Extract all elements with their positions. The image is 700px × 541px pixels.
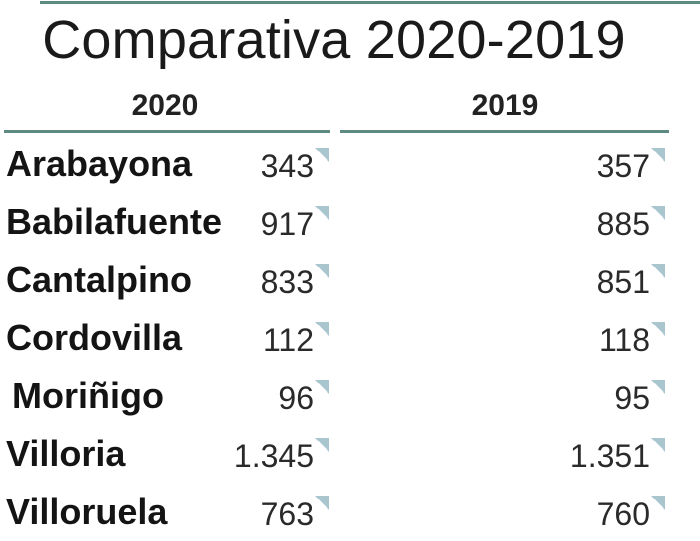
value-2020: 833 [260, 264, 314, 300]
value-2020: 343 [260, 148, 314, 184]
table-row: Babilafuente 917 885 [0, 194, 700, 252]
value-2020: 917 [260, 206, 314, 242]
table-row: Villoruela 763 760 [0, 484, 700, 541]
cell-corner-icon [651, 206, 665, 220]
cell-corner-icon [315, 148, 329, 162]
cell-corner-icon [651, 148, 665, 162]
cell-corner-icon [315, 380, 329, 394]
table-row: Moriñigo 96 95 [0, 368, 700, 426]
column-header-2019: 2019 [471, 89, 539, 122]
column-header-2020: 2020 [131, 89, 199, 122]
cell-corner-icon [651, 438, 665, 452]
page-title: Comparativa 2020-2019 [42, 10, 626, 70]
value-2019: 95 [614, 380, 650, 416]
town-name: Villoruela [6, 491, 168, 532]
cell-corner-icon [651, 264, 665, 278]
top-accent-line [0, 0, 700, 6]
town-name: Moriñigo [12, 375, 164, 416]
town-name: Villoria [6, 433, 126, 474]
cell-corner-icon [651, 380, 665, 394]
table-row: Cordovilla 112 118 [0, 310, 700, 368]
cell-corner-icon [315, 496, 329, 510]
value-2019: 885 [596, 206, 650, 242]
value-2019: 118 [598, 322, 650, 358]
column-divider-2019 [340, 130, 669, 133]
column-divider-2020 [4, 130, 330, 133]
town-name: Arabayona [6, 143, 193, 184]
value-2019: 357 [596, 148, 650, 184]
cell-corner-icon [315, 322, 329, 336]
comparison-table: Arabayona 343 357 Babilafuente 917 885 C… [0, 136, 700, 541]
value-2020: 112 [262, 322, 314, 358]
town-name: Cordovilla [6, 317, 183, 358]
cell-corner-icon [315, 206, 329, 220]
value-2020: 96 [278, 380, 314, 416]
value-2020: 1.345 [233, 438, 314, 474]
cell-corner-icon [315, 438, 329, 452]
value-2020: 763 [260, 496, 314, 532]
cell-corner-icon [651, 496, 665, 510]
value-2019: 760 [596, 496, 650, 532]
value-2019: 1.351 [569, 438, 650, 474]
town-name: Cantalpino [6, 259, 192, 300]
table-row: Arabayona 343 357 [0, 136, 700, 194]
table-row: Villoria 1.345 1.351 [0, 426, 700, 484]
value-2019: 851 [596, 264, 650, 300]
town-name: Babilafuente [6, 201, 223, 242]
table-row: Cantalpino 833 851 [0, 252, 700, 310]
cell-corner-icon [651, 322, 665, 336]
cell-corner-icon [315, 264, 329, 278]
